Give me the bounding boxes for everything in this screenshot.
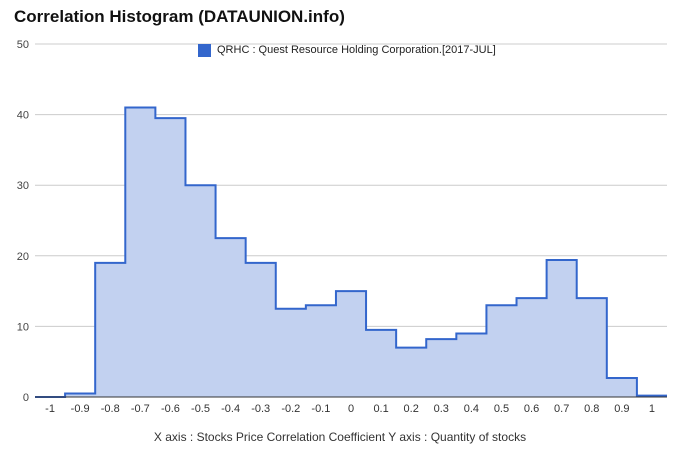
x-tick-label: -1 <box>45 403 55 415</box>
x-tick-label: -0.9 <box>71 403 90 415</box>
y-tick-label: 20 <box>17 251 29 263</box>
series-line <box>35 106 667 398</box>
x-tick-label: 0 <box>348 403 354 415</box>
x-tick-label: -0.7 <box>131 403 150 415</box>
x-tick-label: 0.5 <box>494 403 509 415</box>
x-tick-label: -0.2 <box>281 403 300 415</box>
legend-label: QRHC : Quest Resource Holding Corporatio… <box>217 44 496 56</box>
y-tick-label: 40 <box>17 110 29 122</box>
legend-swatch <box>198 43 211 57</box>
series-area-fill <box>35 107 667 397</box>
x-tick-label: -0.3 <box>251 403 270 415</box>
x-tick-label: 0.2 <box>404 403 419 415</box>
y-tick-label: 30 <box>17 180 29 192</box>
x-tick-label: 0.6 <box>524 403 539 415</box>
x-tick-label: 0.8 <box>584 403 599 415</box>
y-tick-label: 50 <box>17 39 29 51</box>
x-tick-label: -0.8 <box>101 403 120 415</box>
x-tick-label: 0.7 <box>554 403 569 415</box>
chart-title: Correlation Histogram (DATAUNION.info) <box>14 7 345 26</box>
x-tick-label: -0.6 <box>161 403 180 415</box>
legend[interactable]: QRHC : Quest Resource Holding Corporatio… <box>198 43 496 57</box>
axis-caption: X axis : Stocks Price Correlation Coeffi… <box>153 430 527 444</box>
x-tick-label: 0.1 <box>373 403 388 415</box>
x-tick-label: 0.4 <box>464 403 479 415</box>
x-tick-label: -0.1 <box>311 403 330 415</box>
y-tick-label: 10 <box>17 321 29 333</box>
x-tick-label: 0.9 <box>614 403 629 415</box>
x-tick-label: 0.3 <box>434 403 449 415</box>
x-tick-label: -0.4 <box>221 403 240 415</box>
y-tick-label: 0 <box>23 392 29 404</box>
x-tick-label: 1 <box>649 403 655 415</box>
x-tick-label: -0.5 <box>191 403 210 415</box>
